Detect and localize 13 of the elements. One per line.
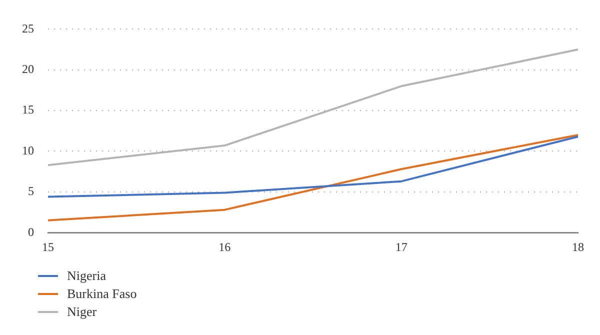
y-tick-label: 0 bbox=[28, 224, 34, 239]
y-tick-label: 25 bbox=[22, 21, 34, 36]
legend-label: Nigeria bbox=[67, 268, 106, 284]
y-tick-label: 15 bbox=[22, 102, 34, 117]
x-tick-label: 16 bbox=[218, 240, 231, 254]
x-tick-label: 18 bbox=[572, 240, 584, 254]
x-tick-label: 17 bbox=[395, 240, 408, 254]
legend-label: Burkina Faso bbox=[67, 286, 137, 302]
legend-label: Niger bbox=[67, 304, 97, 320]
y-tick-label: 5 bbox=[28, 184, 34, 198]
y-tick-label: 20 bbox=[22, 62, 34, 76]
y-tick-label: 10 bbox=[22, 143, 34, 158]
x-tick-label: 15 bbox=[42, 240, 54, 254]
